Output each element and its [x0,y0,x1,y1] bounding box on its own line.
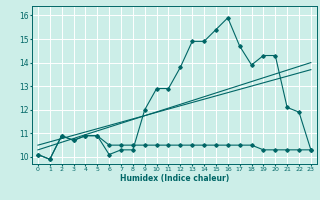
X-axis label: Humidex (Indice chaleur): Humidex (Indice chaleur) [120,174,229,183]
